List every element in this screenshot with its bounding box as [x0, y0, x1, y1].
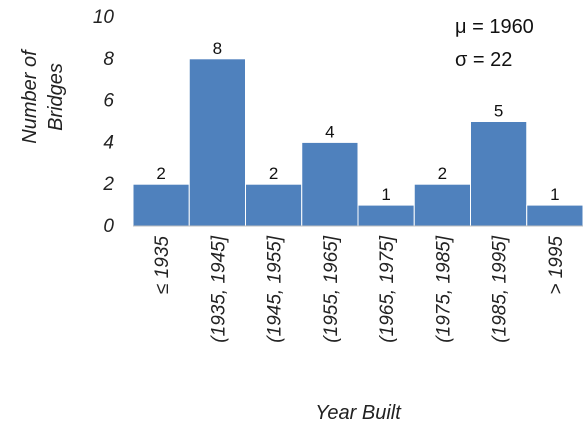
x-tick-label: > 1995	[546, 236, 567, 295]
bar	[245, 183, 303, 227]
bar	[470, 121, 528, 227]
y-tick-label: 6	[103, 91, 114, 112]
bar-value-label: 2	[156, 164, 165, 183]
x-tick-label: (1985, 1995]	[490, 235, 511, 342]
y-axis-title-line-2: Bridges	[45, 63, 67, 131]
y-tick-label: 4	[103, 132, 114, 153]
x-tick-label: ≤ 1935	[152, 236, 173, 294]
bars-group	[132, 58, 583, 227]
bar	[413, 183, 471, 227]
x-axis-title: Year Built	[315, 402, 402, 424]
bar-value-label: 1	[550, 185, 559, 204]
y-tick-label: 2	[102, 174, 114, 195]
bar-value-label: 1	[381, 185, 390, 204]
data-labels-group: 2 8 2 4 1 2 5 1	[156, 39, 559, 204]
bar-value-label: 8	[213, 39, 222, 58]
bar	[188, 58, 246, 227]
x-tick-label: (1945, 1955]	[265, 235, 286, 342]
y-axis-title-line-1: Number of	[19, 48, 41, 144]
x-axis-ticks: ≤ 1935 (1935, 1945] (1945, 1955] (1955, 196…	[152, 235, 567, 342]
x-tick-label: (1975, 1985]	[433, 235, 454, 342]
bar	[301, 141, 359, 227]
bar	[357, 204, 415, 227]
x-tick-label: (1955, 1965]	[321, 235, 342, 342]
bar-value-label: 5	[494, 102, 503, 121]
y-tick-label: 8	[103, 49, 114, 70]
x-tick-label: (1935, 1945]	[208, 235, 229, 342]
bar-value-label: 4	[325, 122, 334, 141]
x-tick-label: (1965, 1975]	[377, 235, 398, 342]
y-tick-label: 0	[103, 216, 114, 237]
bar-value-label: 2	[438, 164, 447, 183]
y-tick-label: 10	[93, 7, 115, 28]
bar	[132, 183, 190, 227]
bar-value-label: 2	[269, 164, 278, 183]
std-annotation: σ = 22	[455, 49, 512, 71]
mean-annotation: μ = 1960	[455, 16, 534, 38]
y-axis-ticks: 0 2 4 6 8 10	[93, 7, 115, 237]
bar	[526, 204, 583, 227]
